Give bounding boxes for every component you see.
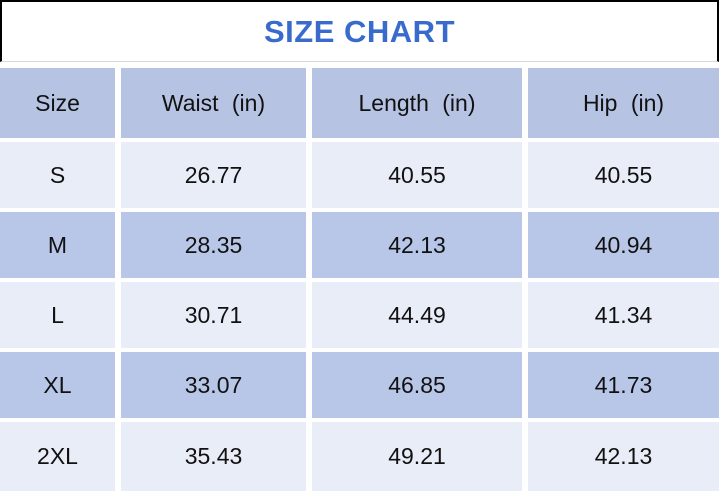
column-header-waist: Waist (in) [121,68,306,138]
row-label-2xl: 2XL [0,422,115,491]
size-chart-table: Size Waist (in) Length (in) Hip (in) S 2… [0,68,719,491]
title-banner: SIZE CHART [0,0,719,62]
cell-xl-waist: 33.07 [121,352,306,418]
column-header-size: Size [0,68,115,138]
page-title: SIZE CHART [264,13,455,49]
cell-m-length: 42.13 [312,212,522,278]
row-label-s: S [0,142,115,208]
row-label-m: M [0,212,115,278]
row-label-xl: XL [0,352,115,418]
cell-s-hip: 40.55 [528,142,719,208]
cell-2xl-length: 49.21 [312,422,522,491]
column-header-length: Length (in) [312,68,522,138]
cell-s-length: 40.55 [312,142,522,208]
cell-m-waist: 28.35 [121,212,306,278]
cell-2xl-waist: 35.43 [121,422,306,491]
cell-l-hip: 41.34 [528,282,719,348]
column-header-hip: Hip (in) [528,68,719,138]
cell-2xl-hip: 42.13 [528,422,719,491]
row-label-l: L [0,282,115,348]
cell-xl-hip: 41.73 [528,352,719,418]
cell-l-length: 44.49 [312,282,522,348]
cell-xl-length: 46.85 [312,352,522,418]
cell-l-waist: 30.71 [121,282,306,348]
cell-m-hip: 40.94 [528,212,719,278]
cell-s-waist: 26.77 [121,142,306,208]
